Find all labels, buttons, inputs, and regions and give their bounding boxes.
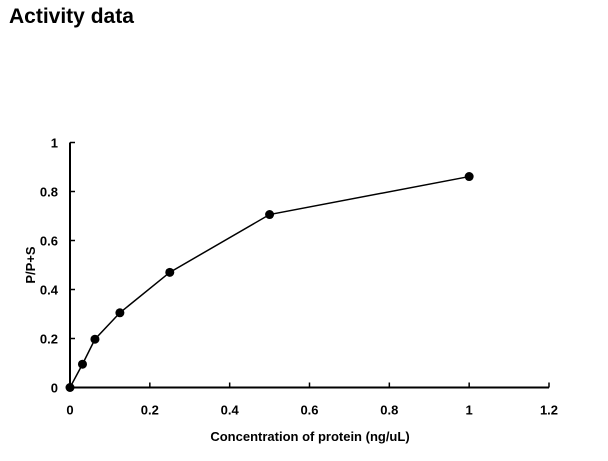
chart-title: Activity data (9, 5, 134, 28)
y-axis-label: P/P+S (23, 246, 38, 284)
y-tick-label: 0.6 (40, 234, 58, 249)
x-tick-label: 0 (66, 403, 73, 418)
x-tick-label: 0.4 (221, 403, 240, 418)
data-point (65, 383, 75, 392)
x-tick-label: 1.2 (540, 403, 558, 418)
data-point (265, 210, 275, 220)
data-point (115, 308, 125, 318)
y-tick-label: 0.8 (40, 185, 58, 200)
data-point (464, 172, 474, 182)
x-tick-label: 0.6 (300, 403, 318, 418)
y-tick-label: 0.4 (40, 283, 59, 298)
x-tick-label: 0.8 (380, 403, 398, 418)
x-tick-label: 0.2 (141, 403, 159, 418)
y-tick-label: 0 (51, 381, 58, 396)
x-tick-label: 1 (466, 403, 473, 418)
series-line (69, 175, 470, 388)
data-point (90, 334, 100, 344)
data-point (165, 267, 175, 277)
y-tick-label: 1 (51, 136, 58, 151)
x-axis-label: Concentration of protein (ng/uL) (210, 429, 409, 444)
y-tick-label: 0.2 (40, 332, 58, 347)
data-point (77, 359, 87, 369)
